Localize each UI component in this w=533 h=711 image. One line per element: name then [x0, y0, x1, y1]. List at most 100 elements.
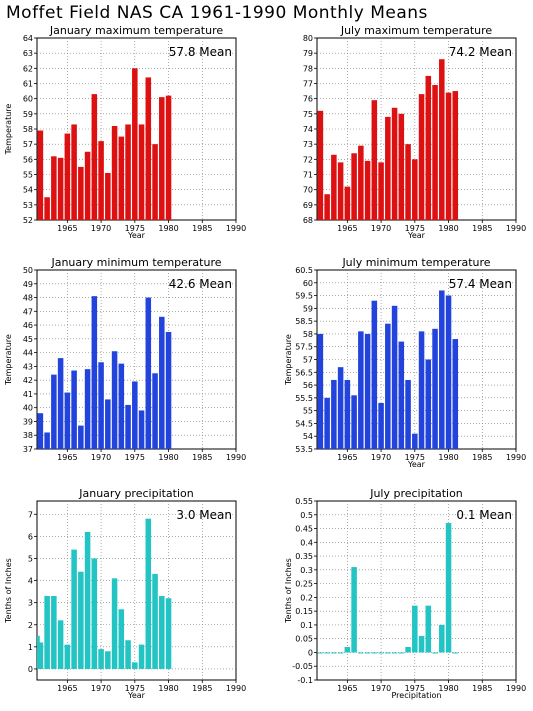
- y-tick-label: 74: [303, 125, 313, 134]
- y-tick-label: 68: [303, 216, 313, 225]
- bar-1972: [111, 125, 118, 220]
- bar-1961: [37, 130, 44, 220]
- y-tick-label: 73: [303, 140, 313, 149]
- bar-1973: [398, 652, 405, 654]
- bar-1965: [344, 379, 351, 449]
- bar-1979: [439, 624, 445, 653]
- bar-1966: [351, 395, 357, 449]
- y-tick-label: 2: [28, 621, 33, 630]
- y-tick-label: 0.25: [295, 580, 313, 589]
- y-tick-label: 54: [23, 186, 33, 195]
- bar-1981: [452, 339, 459, 449]
- bar-1973: [398, 341, 405, 449]
- y-tick-label: 56.5: [295, 368, 313, 377]
- y-tick-label: 0.1: [300, 621, 313, 630]
- bar-1973: [118, 136, 125, 220]
- y-tick-label: 0.5: [300, 511, 313, 520]
- bar-1979: [439, 59, 445, 220]
- bar-1961: [37, 642, 44, 669]
- bar-1966: [71, 124, 77, 220]
- bar-1962: [324, 652, 330, 654]
- bar-1961: [317, 333, 324, 449]
- bar-1971: [105, 399, 111, 449]
- bar-1965: [344, 186, 351, 220]
- bar-1979: [159, 97, 165, 220]
- bar-1968: [364, 652, 371, 654]
- y-tick-label: 55: [303, 407, 313, 416]
- bar-1970: [98, 362, 104, 449]
- y-tick-label: 59.5: [295, 292, 313, 301]
- panel-title: July precipitation: [369, 487, 463, 500]
- x-tick-label: 1990: [506, 224, 526, 233]
- x-tick-label: 1970: [91, 684, 111, 693]
- bar-1962: [324, 194, 330, 220]
- panel-title: July maximum temperature: [340, 24, 493, 37]
- y-tick-label: 64: [23, 34, 33, 43]
- bar-1970: [98, 141, 104, 220]
- bar-1972: [391, 107, 398, 220]
- bar-1963: [331, 652, 337, 654]
- mean-label: 74.2 Mean: [449, 45, 512, 59]
- x-tick-label: 1980: [438, 684, 458, 693]
- y-tick-label: 59: [303, 304, 313, 313]
- bar-1964: [337, 367, 344, 449]
- x-tick-label: 1985: [192, 453, 212, 462]
- bar-1966: [71, 549, 77, 669]
- x-tick-label: 1965: [57, 224, 77, 233]
- bar-1964: [337, 652, 344, 654]
- bar-1975: [132, 68, 138, 220]
- bar-1969: [371, 652, 378, 654]
- panel-title: January maximum temperature: [49, 24, 223, 37]
- bar-1962: [44, 197, 50, 220]
- bar-1967: [78, 571, 84, 669]
- bar-1965: [64, 133, 71, 220]
- bar-1967: [358, 652, 364, 654]
- panel-title: January minimum temperature: [50, 256, 221, 269]
- bar-1969: [371, 300, 378, 449]
- x-axis-label: Year: [127, 691, 146, 700]
- bar-1972: [391, 652, 398, 654]
- bar-1972: [111, 351, 118, 449]
- bar-1970: [98, 649, 104, 669]
- y-tick-label: 56: [23, 155, 33, 164]
- y-tick-label: 57.5: [295, 343, 313, 352]
- x-tick-label: 1965: [337, 684, 357, 693]
- x-tick-label: 1975: [405, 224, 425, 233]
- bar-1974: [405, 379, 411, 449]
- y-tick-label: 80: [303, 34, 313, 43]
- x-tick-label: 1990: [226, 453, 246, 462]
- y-tick-label: 61: [23, 80, 33, 89]
- mean-label: 3.0 Mean: [176, 508, 232, 522]
- x-tick-label: 1965: [57, 684, 77, 693]
- y-tick-label: 1: [28, 643, 33, 652]
- bar-1965: [64, 644, 71, 669]
- y-tick-label: 57: [303, 356, 313, 365]
- y-tick-label: 79: [303, 49, 313, 58]
- x-tick-label: 1985: [472, 453, 492, 462]
- bar-1974: [405, 144, 411, 220]
- bar-1973: [398, 113, 405, 220]
- bar-1980: [165, 598, 172, 669]
- x-tick-label: 1975: [125, 684, 145, 693]
- y-tick-label: 42: [23, 376, 33, 385]
- bar-1962: [44, 596, 50, 669]
- mean-label: 57.4 Mean: [449, 277, 512, 291]
- y-tick-label: 41: [23, 390, 33, 399]
- y-tick-label: 53.5: [295, 445, 313, 454]
- x-tick-label: 1975: [405, 453, 425, 462]
- bar-1979: [159, 316, 165, 449]
- x-axis-label: Precipitation: [391, 691, 441, 700]
- chart-panel-1: 52 53 54 55 56 57 58 59 60 61 62 63 64 1965 1970 1975 19…: [4, 24, 246, 240]
- y-tick-label: 59: [23, 110, 33, 119]
- mean-label: 42.6 Mean: [169, 277, 232, 291]
- bar-1980: [445, 295, 452, 449]
- bar-1962: [44, 432, 50, 449]
- bar-1978: [432, 328, 438, 449]
- bar-1968: [84, 151, 91, 220]
- plot-frame: [316, 500, 517, 681]
- y-tick-label: 0.15: [295, 607, 313, 616]
- bar-1966: [351, 567, 357, 653]
- bar-1971: [105, 172, 111, 220]
- y-tick-label: 54: [303, 432, 313, 441]
- bar-1963: [331, 379, 337, 449]
